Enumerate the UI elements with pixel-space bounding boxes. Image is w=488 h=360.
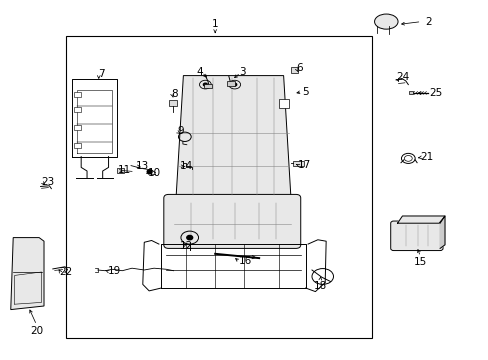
Text: 1: 1 <box>211 19 218 29</box>
Text: 24: 24 <box>395 72 408 82</box>
Bar <box>74 143 81 148</box>
Text: 3: 3 <box>239 67 246 77</box>
Text: 11: 11 <box>117 165 130 175</box>
Text: 14: 14 <box>180 161 193 171</box>
Circle shape <box>232 83 236 86</box>
Bar <box>204 84 212 88</box>
Bar <box>291 67 298 73</box>
Bar <box>74 92 81 97</box>
Text: 2: 2 <box>425 17 431 27</box>
Text: 12: 12 <box>180 240 193 251</box>
Text: 8: 8 <box>171 89 178 99</box>
Text: 13: 13 <box>136 161 149 171</box>
Bar <box>66 36 371 338</box>
FancyBboxPatch shape <box>390 221 442 251</box>
Bar <box>74 107 81 112</box>
Bar <box>226 81 234 86</box>
Polygon shape <box>397 216 444 223</box>
Text: 17: 17 <box>298 160 311 170</box>
Polygon shape <box>439 216 444 248</box>
Text: 5: 5 <box>302 87 308 97</box>
Bar <box>278 99 288 108</box>
Polygon shape <box>11 238 44 310</box>
Text: 22: 22 <box>60 267 73 277</box>
Text: 25: 25 <box>428 88 442 98</box>
Text: 21: 21 <box>420 152 433 162</box>
Circle shape <box>203 83 207 86</box>
Bar <box>74 125 81 130</box>
Text: 20: 20 <box>30 326 43 336</box>
Circle shape <box>186 235 192 240</box>
Circle shape <box>147 170 152 174</box>
Ellipse shape <box>374 14 397 29</box>
Bar <box>293 161 304 166</box>
Text: 19: 19 <box>107 266 121 276</box>
Text: 7: 7 <box>98 69 104 79</box>
Text: 16: 16 <box>238 256 251 266</box>
Text: 9: 9 <box>177 126 183 136</box>
Text: 6: 6 <box>295 63 302 73</box>
Bar <box>408 91 412 94</box>
Text: 15: 15 <box>413 257 427 267</box>
FancyBboxPatch shape <box>163 194 300 248</box>
Bar <box>117 168 123 173</box>
Polygon shape <box>176 76 290 198</box>
Text: 10: 10 <box>147 168 161 178</box>
Text: 23: 23 <box>41 177 55 187</box>
Bar <box>168 100 176 106</box>
Text: 18: 18 <box>313 281 326 291</box>
Text: 4: 4 <box>196 67 203 77</box>
